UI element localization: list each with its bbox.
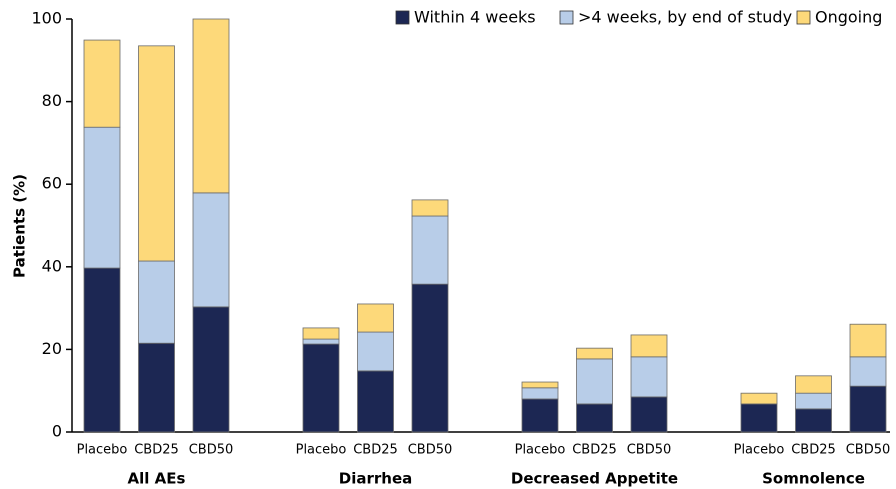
bar-segment xyxy=(849,323,887,358)
bar-segment xyxy=(411,283,449,433)
x-tick-label: CBD25 xyxy=(791,443,836,458)
bar-segment xyxy=(630,334,668,358)
y-tick-label: 80 xyxy=(42,91,62,110)
x-tick-label: CBD50 xyxy=(627,443,672,458)
legend-swatch xyxy=(395,10,410,25)
x-tick-label: CBD50 xyxy=(846,443,891,458)
bar-segment xyxy=(849,356,887,387)
y-tick-label: 60 xyxy=(42,174,62,193)
y-tick-label: 40 xyxy=(42,256,62,275)
bar-segment xyxy=(192,306,230,433)
x-tick-label: CBD50 xyxy=(408,443,453,458)
bar-segment xyxy=(576,358,613,405)
bar-segment xyxy=(138,45,175,262)
bar-segment xyxy=(302,338,340,345)
legend-label: Within 4 weeks xyxy=(414,8,536,27)
bar-segment xyxy=(795,375,832,394)
bar-segment xyxy=(630,396,668,433)
y-axis-label: Patients (%) xyxy=(11,174,29,278)
group-label: Decreased Appetite xyxy=(511,470,678,488)
x-tick-label: Placebo xyxy=(77,443,128,458)
bar-segment xyxy=(411,199,449,217)
bar-segment xyxy=(630,356,668,398)
x-tick-label: CBD25 xyxy=(134,443,179,458)
bar-segment xyxy=(83,39,121,128)
bar-segment xyxy=(138,342,175,433)
bar-segment xyxy=(521,387,559,400)
bar-segment xyxy=(357,331,394,372)
x-tick-label: Placebo xyxy=(515,443,566,458)
bar-segment xyxy=(795,392,832,410)
x-tick-label: CBD50 xyxy=(189,443,234,458)
bar-segment xyxy=(795,408,832,433)
bar-segment xyxy=(302,327,340,340)
x-tick-label: Placebo xyxy=(296,443,347,458)
bar-segment xyxy=(411,215,449,285)
bar-segment xyxy=(138,260,175,344)
bar-segment xyxy=(357,370,394,433)
legend-label: Ongoing xyxy=(815,8,882,27)
bar-segment xyxy=(302,343,340,433)
x-tick-label: CBD25 xyxy=(353,443,398,458)
group-label: All AEs xyxy=(128,470,186,488)
bar-segment xyxy=(849,385,887,433)
legend-label: >4 weeks, by end of study xyxy=(578,8,792,27)
bar-segment xyxy=(576,347,613,360)
y-tick-label: 100 xyxy=(31,9,62,28)
bar-segment xyxy=(740,392,778,405)
group-label: Diarrhea xyxy=(339,470,412,488)
bar-segment xyxy=(576,403,613,433)
y-tick-label: 20 xyxy=(42,339,62,358)
bar-segment xyxy=(192,18,230,194)
bar-segment xyxy=(521,381,559,389)
group-label: Somnolence xyxy=(762,470,865,488)
bar-segment xyxy=(83,126,121,269)
x-tick-label: CBD25 xyxy=(572,443,617,458)
bar-segment xyxy=(192,192,230,308)
y-tick-label: 0 xyxy=(52,422,62,441)
bar-segment xyxy=(83,267,121,433)
legend-swatch xyxy=(796,10,811,25)
bar-segment xyxy=(521,398,559,433)
bar-segment xyxy=(740,403,778,433)
legend-swatch xyxy=(559,10,574,25)
bar-segment xyxy=(357,303,394,333)
x-tick-label: Placebo xyxy=(734,443,785,458)
